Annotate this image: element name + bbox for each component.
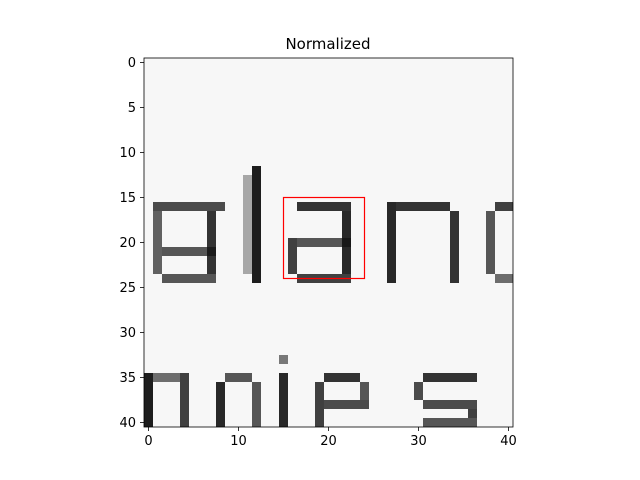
image-pixel-block bbox=[207, 211, 216, 274]
image-pixel-block bbox=[423, 400, 477, 409]
image-pixel-block bbox=[324, 373, 360, 382]
y-tick-label: 20 bbox=[119, 236, 136, 251]
image-pixel-block bbox=[387, 202, 396, 283]
image-pixel-block bbox=[252, 166, 261, 283]
plot-area bbox=[143, 57, 514, 428]
image-pixel-block bbox=[252, 382, 261, 427]
x-axis: 0 10 20 30 40 bbox=[144, 427, 517, 449]
image-pixel-block bbox=[162, 274, 216, 283]
y-tick-label: 0 bbox=[128, 56, 136, 71]
x-tick-label: 10 bbox=[230, 434, 247, 449]
y-tick-label: 40 bbox=[119, 416, 136, 431]
image-pixel-block bbox=[297, 238, 351, 247]
image-pixel-block bbox=[153, 211, 162, 274]
y-tick-label: 10 bbox=[119, 146, 136, 161]
x-tick-label: 20 bbox=[320, 434, 337, 449]
image-pixel-block bbox=[144, 373, 153, 427]
image-pixel-block bbox=[180, 373, 189, 427]
image-pixel-block bbox=[324, 400, 369, 409]
y-tick-label: 35 bbox=[119, 371, 136, 386]
image-pixel-block bbox=[342, 211, 351, 274]
image-pixel-block bbox=[423, 373, 477, 382]
image-pixel-block bbox=[243, 175, 252, 274]
chart-title: Normalized bbox=[285, 35, 370, 53]
image-pixel-block bbox=[495, 274, 513, 283]
image-pixel-block bbox=[423, 418, 477, 427]
x-tick-label: 0 bbox=[144, 434, 152, 449]
image-pixel-block bbox=[225, 373, 252, 382]
image-pixel-block bbox=[468, 409, 477, 418]
image-pixel-block bbox=[216, 382, 225, 427]
image-pixel-block bbox=[495, 202, 513, 211]
image-pixel-block bbox=[153, 202, 225, 211]
x-tick-label: 30 bbox=[410, 434, 427, 449]
image-pixel-block bbox=[396, 202, 450, 211]
x-tick-label: 40 bbox=[500, 434, 517, 449]
y-tick-label: 5 bbox=[128, 101, 136, 116]
y-tick-label: 15 bbox=[119, 191, 136, 206]
image-pixel-block bbox=[153, 373, 180, 382]
image-pixel-block bbox=[288, 238, 297, 274]
image-pixel-block bbox=[450, 211, 459, 283]
image-pixel-block bbox=[360, 382, 369, 400]
highlight-rectangle bbox=[282, 196, 366, 280]
image-pixel-block bbox=[162, 247, 216, 256]
y-tick-label: 30 bbox=[119, 326, 136, 341]
image-pixel-block bbox=[279, 373, 288, 427]
y-axis: 0 5 10 15 20 25 30 35 40 bbox=[119, 56, 144, 431]
image-pixel-block bbox=[297, 202, 351, 211]
image-pixel-block bbox=[279, 355, 288, 364]
image-pixel-block bbox=[486, 211, 495, 274]
image-pixel-block bbox=[315, 382, 324, 427]
image-pixel-block bbox=[414, 382, 423, 400]
y-tick-label: 25 bbox=[119, 281, 136, 296]
